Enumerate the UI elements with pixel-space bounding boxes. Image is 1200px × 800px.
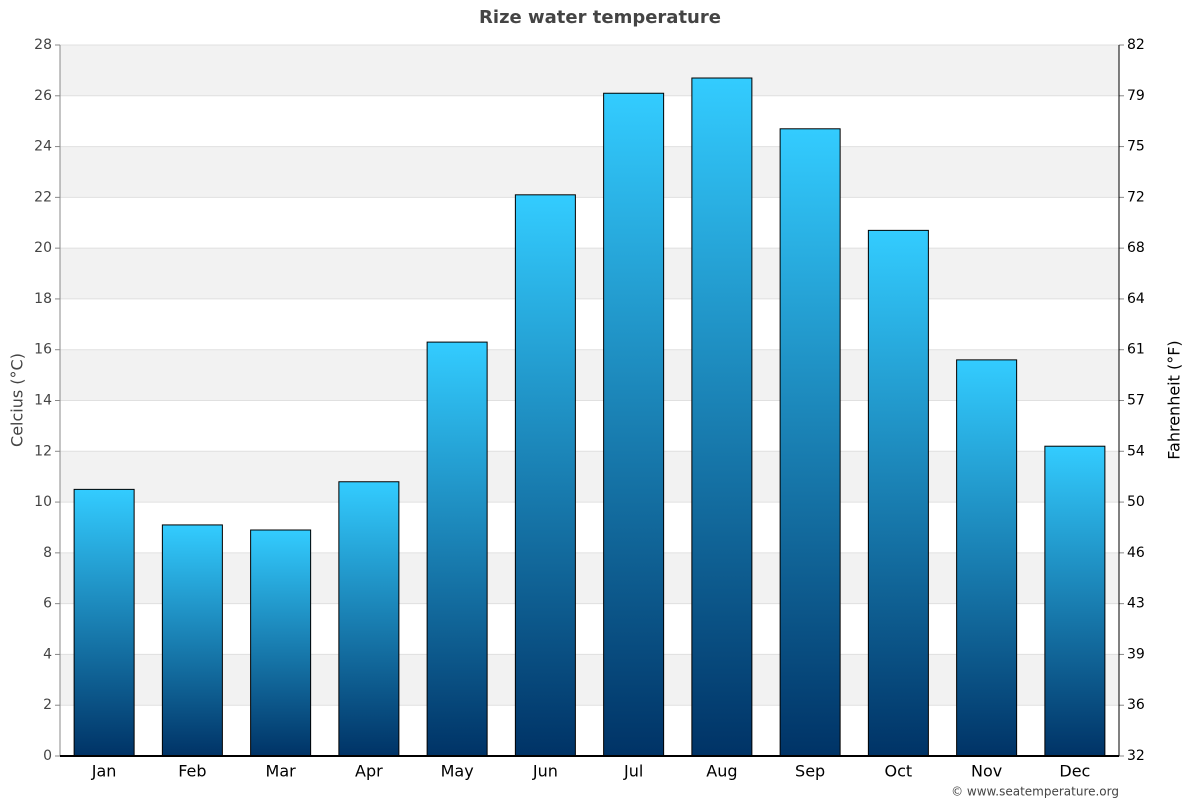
y-tick-label: 12 xyxy=(34,443,52,459)
y2-tick-label: 72 xyxy=(1127,189,1145,205)
x-tick-label: Jan xyxy=(91,762,117,781)
grid-band xyxy=(60,248,1119,299)
y-tick-label: 6 xyxy=(43,596,52,612)
bar xyxy=(73,488,135,757)
x-tick-label: Aug xyxy=(706,762,737,781)
bar xyxy=(956,359,1018,757)
y2-tick-label: 43 xyxy=(1127,596,1145,612)
y2-tick-label: 36 xyxy=(1127,697,1145,713)
y-tick-label: 16 xyxy=(34,342,52,358)
y-tick-label: 28 xyxy=(34,37,52,53)
y2-tick-label: 68 xyxy=(1127,240,1145,256)
y2-tick-label: 82 xyxy=(1127,37,1145,53)
y2-tick-label: 32 xyxy=(1127,748,1145,764)
bar xyxy=(514,194,576,757)
bar xyxy=(250,529,312,757)
y2-tick-label: 75 xyxy=(1127,139,1145,155)
x-tick-label: Oct xyxy=(885,762,913,781)
y2-tick-label: 79 xyxy=(1127,88,1145,104)
source: © www.seatemperature.org xyxy=(951,785,1119,799)
y-axis-label: Celcius (°C) xyxy=(8,353,27,447)
y2-tick-label: 57 xyxy=(1127,393,1145,409)
x-tick-label: Jul xyxy=(623,762,643,781)
bar xyxy=(867,229,929,757)
grid-band xyxy=(60,45,1119,96)
x-tick-label: May xyxy=(441,762,474,781)
y2-axis-label: Fahrenheit (°F) xyxy=(1165,340,1184,459)
y2-tick-label: 50 xyxy=(1127,494,1145,510)
y2-tick-label: 54 xyxy=(1127,443,1145,459)
y-tick-label: 14 xyxy=(34,393,52,409)
x-tick-label: Dec xyxy=(1059,762,1090,781)
y2-tick-label: 46 xyxy=(1127,545,1145,561)
y2-tick-label: 39 xyxy=(1127,646,1145,662)
y2-tick-label: 64 xyxy=(1127,291,1145,307)
y-tick-label: 18 xyxy=(34,291,52,307)
bar xyxy=(1044,445,1106,757)
y-tick-label: 24 xyxy=(34,139,52,155)
y-tick-label: 22 xyxy=(34,189,52,205)
bar xyxy=(426,341,488,757)
y-tick-label: 2 xyxy=(43,697,52,713)
y-tick-label: 8 xyxy=(43,545,52,561)
x-tick-label: Sep xyxy=(795,762,825,781)
grid-band xyxy=(60,146,1119,198)
bar xyxy=(338,481,400,757)
x-tick-label: Feb xyxy=(178,762,206,781)
bar xyxy=(161,524,223,757)
y-tick-label: 10 xyxy=(34,494,52,510)
bar xyxy=(691,77,753,757)
x-tick-label: Apr xyxy=(355,762,383,781)
y2-tick-label: 61 xyxy=(1127,342,1145,358)
bar xyxy=(603,92,665,757)
grid-band xyxy=(60,451,1119,503)
y-tick-label: 20 xyxy=(34,240,52,256)
x-tick-label: Nov xyxy=(971,762,1002,781)
chart-title: Rize water temperature xyxy=(479,7,721,28)
x-tick-label: Jun xyxy=(532,762,558,781)
y-tick-label: 4 xyxy=(43,646,52,662)
x-tick-label: Mar xyxy=(266,762,297,781)
grid-band xyxy=(60,552,1119,604)
y-tick-label: 26 xyxy=(34,88,52,104)
bar xyxy=(779,128,841,757)
grid-band xyxy=(60,349,1119,401)
y-tick-label: 0 xyxy=(43,748,52,764)
grid-band xyxy=(60,654,1119,706)
